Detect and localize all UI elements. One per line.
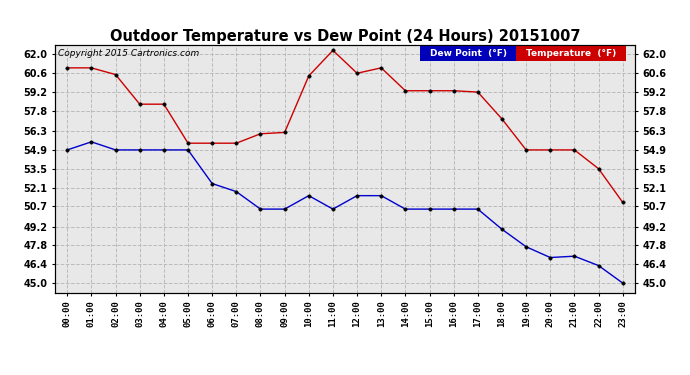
FancyBboxPatch shape xyxy=(420,45,516,61)
Title: Outdoor Temperature vs Dew Point (24 Hours) 20151007: Outdoor Temperature vs Dew Point (24 Hou… xyxy=(110,29,580,44)
Text: Temperature  (°F): Temperature (°F) xyxy=(526,48,616,57)
Text: Dew Point  (°F): Dew Point (°F) xyxy=(430,48,506,57)
FancyBboxPatch shape xyxy=(516,45,626,61)
Text: Copyright 2015 Cartronics.com: Copyright 2015 Cartronics.com xyxy=(58,49,199,58)
